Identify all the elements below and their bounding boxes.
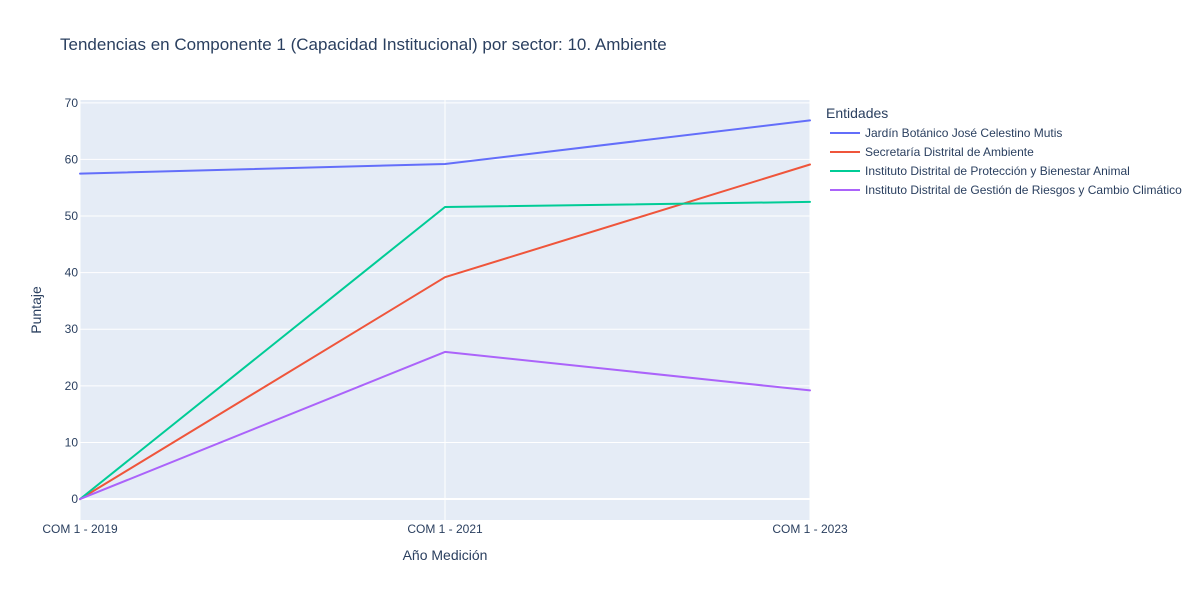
y-tick-label: 60 bbox=[65, 152, 79, 166]
series-line-4 bbox=[79, 350, 811, 501]
series-line-3 bbox=[79, 200, 811, 501]
y-tick-label: 20 bbox=[65, 379, 79, 393]
legend-item-1[interactable]: Jardín Botánico José Celestino Mutis bbox=[830, 126, 1062, 140]
y-tick-label: 10 bbox=[65, 435, 79, 449]
y-tick-label: 40 bbox=[65, 266, 79, 280]
series-line-2 bbox=[79, 163, 811, 501]
chart-title: Tendencias en Componente 1 (Capacidad In… bbox=[60, 35, 667, 54]
legend-label: Instituto Distrital de Protección y Bien… bbox=[865, 164, 1130, 178]
legend-label: Secretaría Distrital de Ambiente bbox=[865, 145, 1034, 159]
legend-items[interactable]: Jardín Botánico José Celestino Mutis Secr… bbox=[830, 126, 1182, 197]
y-axis-title: Puntaje bbox=[28, 286, 44, 334]
x-axis-title: Año Medición bbox=[403, 547, 488, 563]
series-lines bbox=[79, 119, 811, 501]
y-tick-label: 30 bbox=[65, 322, 79, 336]
legend-label: Jardín Botánico José Celestino Mutis bbox=[865, 126, 1062, 140]
x-tick-label: COM 1 - 2021 bbox=[407, 522, 483, 536]
legend[interactable]: Entidades Jardín Botánico José Celestino… bbox=[826, 105, 1182, 197]
gridlines bbox=[79, 100, 811, 520]
legend-label: Instituto Distrital de Gestión de Riesgo… bbox=[865, 183, 1182, 197]
legend-item-2[interactable]: Secretaría Distrital de Ambiente bbox=[830, 145, 1034, 159]
x-tick-label: COM 1 - 2019 bbox=[42, 522, 118, 536]
legend-item-4[interactable]: Instituto Distrital de Gestión de Riesgo… bbox=[830, 183, 1182, 197]
series-line-1 bbox=[79, 119, 811, 175]
legend-item-3[interactable]: Instituto Distrital de Protección y Bien… bbox=[830, 164, 1130, 178]
y-tick-label: 50 bbox=[65, 209, 79, 223]
legend-title: Entidades bbox=[826, 105, 888, 121]
y-tick-label: 0 bbox=[71, 492, 78, 506]
y-tick-label: 70 bbox=[65, 96, 79, 110]
x-tick-label: COM 1 - 2023 bbox=[772, 522, 848, 536]
y-axis-ticks: 0 10 20 30 40 50 60 70 bbox=[65, 96, 79, 506]
x-axis-ticks: COM 1 - 2019 COM 1 - 2021 COM 1 - 2023 bbox=[42, 522, 848, 536]
